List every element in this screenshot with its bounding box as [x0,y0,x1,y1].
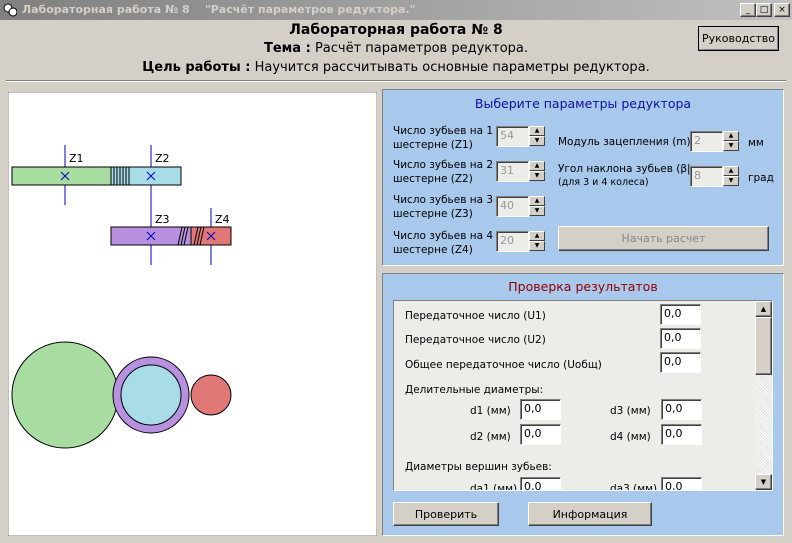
minimize-button[interactable]: _ [740,3,756,17]
gear-z2 [110,166,182,186]
module-input[interactable]: 2 [690,131,723,152]
z3-spin[interactable]: ▲ ▼ [529,196,545,216]
line: (для 3 и 4 колеса) [558,177,649,188]
z4-input[interactable]: 20 [496,231,529,252]
scroll-thumb[interactable] [755,317,772,375]
scroll-down[interactable]: ▼ [755,474,772,490]
guide-button[interactable]: Руководство [698,26,779,51]
z1-spin[interactable]: ▲ ▼ [529,126,545,146]
title-bar [0,0,792,20]
topic: Расчёт параметров редуктора. [314,41,528,56]
teeth-label: Число зубьев на 4 шестерне (Z4) [393,229,493,257]
hatch-1 [110,167,130,185]
angle-spin[interactable]: ▲ ▼ [723,166,739,186]
ratio-input[interactable]: 0,0 [660,328,701,349]
topic-label: Тема : [263,41,311,56]
z2-input[interactable]: 31 [496,161,529,182]
window-title: Лабораторная работа № 8 "Расчёт параметр… [22,3,416,16]
tip-title: Диаметры вершин зубьев: [405,461,552,473]
z1-input[interactable]: 54 [496,126,529,147]
circle-z4 [190,374,232,416]
line: шестерне (Z1) [393,139,473,151]
scheme-panel: Z1 Z2 Z3 Z4 [8,92,377,536]
info-button[interactable]: Информация [528,502,652,526]
separator [6,80,786,82]
line: шестерне (Z3) [393,208,473,220]
module-spin[interactable]: ▲ ▼ [723,131,739,151]
ratio-input[interactable]: 0,0 [660,352,701,373]
d-input[interactable]: 0,0 [520,424,561,445]
teeth-label: Число зубьев на 2 шестерне (Z2) [393,158,493,186]
teeth-label: Число зубьев на 1 шестерне (Z1) [393,124,493,152]
d-label: d1 (мм) [470,405,511,417]
angle-label: Угол наклона зубьев (β| (для 3 и 4 колеса… [558,162,691,190]
app-icon [3,3,17,17]
check-button[interactable]: Проверить [393,502,499,526]
params-title: Выберите параметры редуктора [474,96,692,111]
maximize-button[interactable]: □ [756,3,772,17]
d-label: d3 (мм) [610,405,651,417]
axis-marks [60,171,216,241]
label-z1: Z1 [69,152,84,165]
ratio-input[interactable]: 0,0 [660,304,701,325]
ratio-label: Передаточное число (U2) [405,334,546,346]
module-unit: мм [748,137,764,149]
da-input[interactable]: 0,0 [520,477,561,490]
results-scroll: Передаточное число (U1) 0,0 Передаточное… [393,300,773,491]
label-z3: Z3 [155,213,170,226]
label-z4: Z4 [215,213,230,226]
angle-unit: град [748,172,774,184]
teeth-label: Число зубьев на 3 шестерне (Z3) [393,193,493,221]
da-label: da3 (мм) [610,483,658,491]
header-title: Лабораторная работа № 8 [289,22,503,38]
line: Число зубьев на 1 [393,125,494,137]
scroll-up[interactable]: ▲ [755,301,772,317]
circle-z1 [11,341,119,449]
z4-spin[interactable]: ▲ ▼ [529,231,545,251]
line: Угол наклона зубьев (β| [558,163,691,175]
d-input[interactable]: 0,0 [661,399,702,420]
da-label: da1 (мм) [470,483,518,491]
goal-line: Цель работы : Научится рассчитывать осно… [0,60,792,75]
da-input[interactable]: 0,0 [661,477,702,490]
module-label: Модуль зацепления (m) [558,136,691,148]
hatch-2 [177,226,205,246]
ratio-label: Общее передаточное число (Uобщ) [405,359,602,371]
line: шестерне (Z4) [393,244,473,256]
d-label: d4 (мм) [610,431,651,443]
pitch-title: Делительные диаметры: [405,384,544,396]
d-input[interactable]: 0,0 [520,399,561,420]
close-button[interactable]: × [774,3,790,17]
line: шестерне (Z2) [393,173,473,185]
z3-input[interactable]: 40 [496,196,529,217]
start-button[interactable]: Начать расчет [558,226,769,251]
angle-input[interactable]: 8 [690,166,723,187]
z2-spin[interactable]: ▲ ▼ [529,161,545,181]
topic-line: Тема : Расчёт параметров редуктора. [0,41,792,56]
scrollbar[interactable]: ▲ ▼ [755,301,772,490]
gear-z1 [11,166,112,186]
line: Число зубьев на 3 [393,194,494,206]
ratio-label: Передаточное число (U1) [405,310,546,322]
goal: Научится рассчитывать основные параметры… [254,60,650,75]
circle-z2 [120,364,182,426]
label-z2: Z2 [155,152,170,165]
line: Число зубьев на 2 [393,159,494,171]
results-title: Проверка результатов [508,279,658,294]
d-label: d2 (мм) [470,431,511,443]
d-input[interactable]: 0,0 [661,424,702,445]
goal-label: Цель работы : [142,60,251,75]
line: Число зубьев на 4 [393,230,494,242]
